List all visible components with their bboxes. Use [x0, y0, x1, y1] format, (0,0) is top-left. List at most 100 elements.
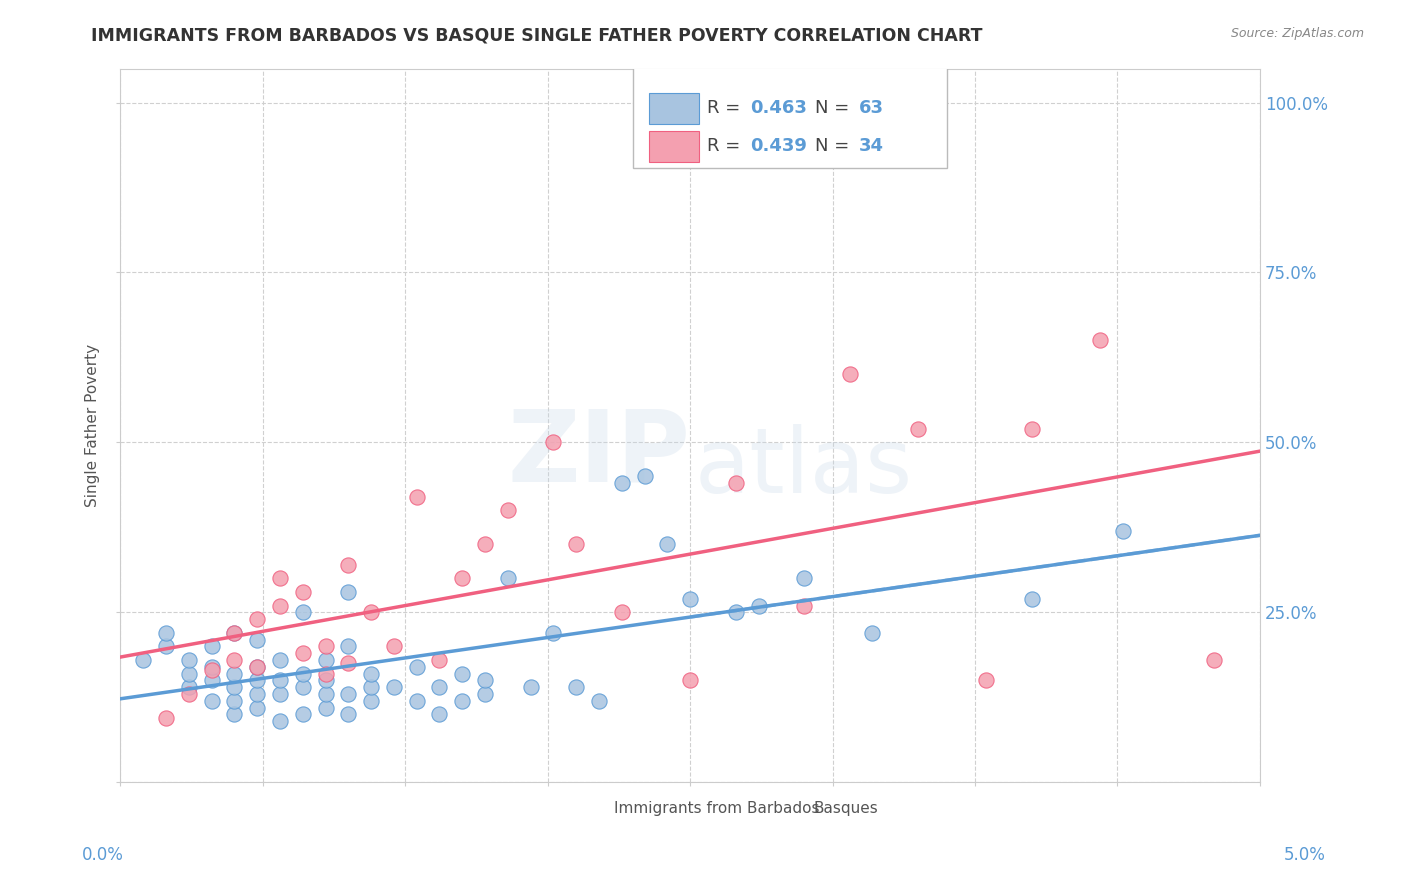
Point — [315, 666, 337, 681]
Point — [382, 680, 405, 694]
Point — [405, 694, 427, 708]
Text: IMMIGRANTS FROM BARBADOS VS BASQUE SINGLE FATHER POVERTY CORRELATION CHART: IMMIGRANTS FROM BARBADOS VS BASQUE SINGL… — [91, 27, 983, 45]
Point — [633, 469, 655, 483]
Point — [610, 476, 633, 491]
Point — [405, 490, 427, 504]
Point — [543, 435, 565, 450]
Point — [724, 606, 747, 620]
FancyBboxPatch shape — [633, 65, 946, 169]
Text: Immigrants from Barbados: Immigrants from Barbados — [614, 800, 820, 815]
Point — [269, 599, 291, 613]
Point — [224, 653, 246, 667]
Point — [679, 591, 702, 606]
Point — [291, 646, 314, 660]
Point — [519, 680, 541, 694]
Point — [382, 640, 405, 654]
Point — [177, 680, 200, 694]
Point — [451, 694, 474, 708]
Point — [291, 666, 314, 681]
Point — [337, 707, 360, 722]
Point — [269, 653, 291, 667]
Point — [132, 653, 155, 667]
Point — [451, 666, 474, 681]
Point — [862, 625, 884, 640]
Point — [224, 625, 246, 640]
Text: Basques: Basques — [813, 800, 877, 815]
Point — [269, 571, 291, 585]
Point — [360, 694, 382, 708]
Point — [291, 606, 314, 620]
Point — [315, 640, 337, 654]
Point — [793, 599, 815, 613]
FancyBboxPatch shape — [650, 93, 699, 124]
Point — [588, 694, 610, 708]
Point — [269, 687, 291, 701]
Text: 5.0%: 5.0% — [1284, 846, 1326, 863]
Point — [200, 694, 222, 708]
Text: 0.463: 0.463 — [751, 100, 807, 118]
Text: ZIP: ZIP — [508, 406, 690, 502]
Point — [337, 657, 360, 671]
Point — [1021, 591, 1043, 606]
Point — [337, 640, 360, 654]
Point — [1021, 422, 1043, 436]
Point — [155, 625, 177, 640]
Point — [269, 714, 291, 728]
Y-axis label: Single Father Poverty: Single Father Poverty — [86, 343, 100, 507]
Point — [246, 659, 269, 673]
Text: 34: 34 — [859, 137, 884, 155]
Point — [224, 694, 246, 708]
Point — [246, 687, 269, 701]
Point — [360, 606, 382, 620]
Point — [200, 659, 222, 673]
Point — [315, 653, 337, 667]
Point — [291, 680, 314, 694]
Point — [1204, 653, 1226, 667]
Point — [200, 663, 222, 677]
FancyBboxPatch shape — [568, 797, 607, 820]
Point — [474, 673, 496, 688]
Point — [724, 476, 747, 491]
Point — [291, 585, 314, 599]
FancyBboxPatch shape — [650, 130, 699, 162]
Point — [337, 687, 360, 701]
Point — [246, 612, 269, 626]
Point — [177, 653, 200, 667]
Point — [315, 687, 337, 701]
Point — [291, 707, 314, 722]
Point — [1112, 524, 1135, 538]
Point — [907, 422, 929, 436]
Point — [315, 673, 337, 688]
Point — [657, 537, 679, 551]
Text: 63: 63 — [859, 100, 884, 118]
Point — [155, 640, 177, 654]
Point — [360, 666, 382, 681]
Point — [200, 673, 222, 688]
Text: N =: N = — [815, 137, 855, 155]
Point — [679, 673, 702, 688]
Text: atlas: atlas — [695, 425, 912, 512]
Point — [337, 558, 360, 572]
Point — [269, 673, 291, 688]
Point — [246, 700, 269, 714]
Point — [224, 707, 246, 722]
Point — [337, 585, 360, 599]
Point — [246, 673, 269, 688]
Point — [246, 659, 269, 673]
Point — [224, 680, 246, 694]
Point — [429, 707, 451, 722]
Point — [224, 666, 246, 681]
Point — [155, 711, 177, 725]
Text: 0.439: 0.439 — [751, 137, 807, 155]
Point — [793, 571, 815, 585]
Text: R =: R = — [707, 137, 747, 155]
FancyBboxPatch shape — [768, 797, 807, 820]
Point — [747, 599, 769, 613]
Point — [1090, 334, 1112, 348]
Point — [610, 606, 633, 620]
Point — [200, 640, 222, 654]
Point — [360, 680, 382, 694]
Point — [451, 571, 474, 585]
Point — [474, 537, 496, 551]
Point — [177, 666, 200, 681]
